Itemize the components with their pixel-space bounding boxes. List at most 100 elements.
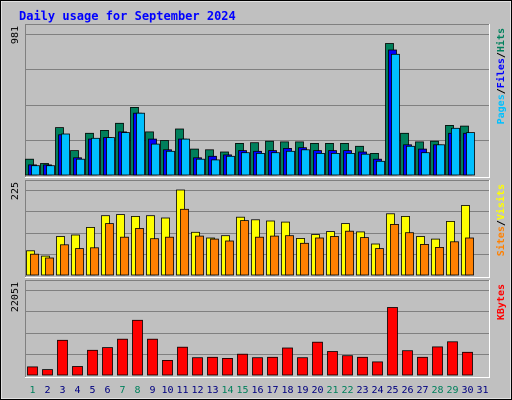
kbytes-bar [462,351,473,376]
x-tick-label: 5 [89,385,95,396]
sites-bar [30,253,39,276]
kbytes-bar [297,357,308,376]
sites-bar [165,236,174,276]
kbytes-bar [102,347,113,376]
pages-bar [166,150,175,176]
kbytes-bar [252,357,263,376]
x-tick-label: 19 [296,385,308,396]
x-tick-label: 1 [29,385,35,396]
kbytes-bar [402,350,413,376]
x-tick-label: 12 [191,385,203,396]
sites-bar [420,243,429,276]
pages-bar [76,158,85,176]
legend-entry: Sites [495,226,507,256]
x-tick-label: 29 [446,385,458,396]
sites-bar [210,238,219,276]
sites-bar [60,244,69,276]
kbytes-bar [72,366,83,376]
sites-bar [360,237,369,276]
chart-title: Daily usage for September 2024 [19,9,236,23]
x-tick-label: 9 [149,385,155,396]
x-tick-label: 27 [416,385,428,396]
legend-entry: / [496,220,507,226]
sites-bar [225,240,234,276]
pages-bar [466,132,475,176]
sites-bar [180,208,189,276]
pages-bar [31,165,40,176]
kbytes-bar [42,369,53,376]
legend-kbytes: KBytes [496,284,507,320]
y-max-label: 225 [10,182,21,200]
x-tick-label: 8 [134,385,140,396]
pages-bar [106,137,115,176]
sites-bar [75,248,84,276]
x-tick-label: 16 [251,385,263,396]
x-tick-label: 31 [476,385,488,396]
sites-bar [120,236,129,276]
sites-bar [315,237,324,276]
sites-bar [300,242,309,276]
x-tick-label: 10 [161,385,173,396]
sites-bar [135,228,144,276]
sites-bar [405,232,414,276]
x-tick-label: 26 [401,385,413,396]
pages-bar [241,152,250,176]
legend-entry: / [496,88,507,94]
x-tick-label: 13 [206,385,218,396]
sites-bar [150,238,159,276]
x-tick-label: 22 [341,385,353,396]
y-max-label: 22051 [10,282,21,312]
sites-bar [330,236,339,276]
kbytes-bar [312,341,323,376]
legend-hits-files-pages: Pages/Files/Hits [495,28,507,124]
kbytes-bar [27,366,38,376]
sites-bar [375,248,384,276]
sites-bar [90,247,99,276]
pages-bar [376,160,385,176]
x-tick-label: 15 [236,385,248,396]
pages-bar [286,150,295,176]
x-tick-label: 4 [74,385,80,396]
sites-bar [45,257,54,276]
x-tick-label: 6 [104,385,110,396]
pages-bar [361,153,370,176]
legend-entry: Pages [496,94,507,124]
pages-bar [421,152,430,176]
kbytes-bar [342,355,353,376]
x-tick-label: 2 [44,385,50,396]
pages-bar [196,158,205,176]
legend-entry: Visits [495,184,507,220]
x-tick-label: 7 [119,385,125,396]
x-tick-label: 11 [176,385,188,396]
kbytes-bar [267,356,278,376]
kbytes-bar [207,356,218,376]
pages-bar [301,149,310,176]
pages-bar [91,137,100,176]
kbytes-bar [417,356,428,376]
kbytes-bar [237,353,248,376]
pages-bar [451,127,460,176]
legend-visits-sites: Sites/Visits [495,184,507,256]
x-tick-label: 3 [59,385,65,396]
pages-bar [136,112,145,176]
sites-bar [285,235,294,276]
x-tick-label: 14 [221,385,233,396]
kbytes-bar [87,349,98,376]
pages-bar [121,132,130,176]
legend-entry: Files [495,58,507,88]
x-tick-label: 23 [356,385,368,396]
kbytes-bar [447,341,458,376]
kbytes-bar [372,361,383,376]
pages-bar [391,53,400,176]
sites-bar [450,241,459,276]
kbytes-bar [387,307,398,376]
pages-bar [46,165,55,176]
x-tick-label: 21 [326,385,338,396]
sites-bar [465,237,474,276]
pages-bar [226,155,235,176]
pages-bar [211,159,220,176]
kbytes-bar [192,357,203,376]
sites-bar [240,220,249,276]
sites-bar [255,236,264,276]
kbytes-bar [222,357,233,376]
